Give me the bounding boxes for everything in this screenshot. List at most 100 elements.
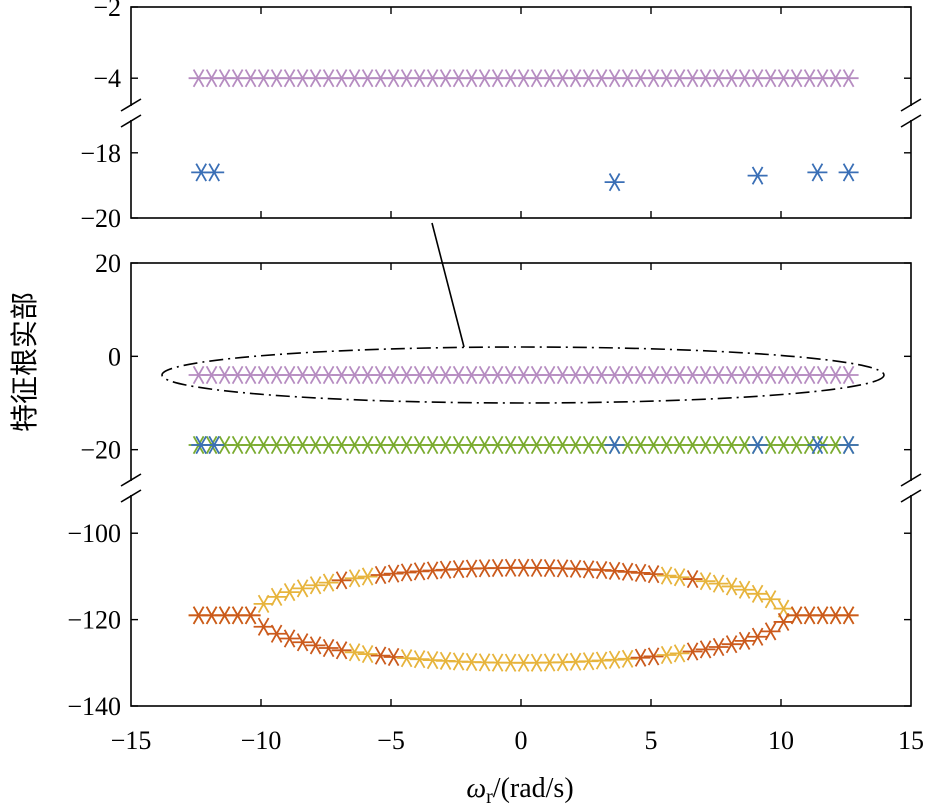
mode-upper-branch-point xyxy=(669,568,690,587)
y-tick-label: 0 xyxy=(108,342,121,371)
mode-lower-branch-point xyxy=(240,606,261,625)
mode-upper-branch-point xyxy=(617,562,638,581)
mode-lower-branch-point xyxy=(331,641,352,660)
axis-break-mark xyxy=(120,489,142,503)
mode-upper-branch-point xyxy=(292,579,313,598)
break-gap-2-left xyxy=(121,481,141,495)
y-tick-label: −18 xyxy=(80,139,121,168)
mode-lower-branch-point xyxy=(292,633,313,652)
x-axis-symbol: ω xyxy=(466,773,486,804)
x-tick-label: 0 xyxy=(515,726,528,755)
mode-blue-point xyxy=(807,435,828,455)
y-axis-label: 特征根实部 xyxy=(9,292,41,432)
break-gap-1-right xyxy=(901,106,921,120)
mode-upper-branch-point xyxy=(357,567,378,586)
mode-upper-branch-point xyxy=(253,594,274,613)
mode-lower-branch-point xyxy=(344,643,365,662)
mode-upper-branch-point xyxy=(305,576,326,595)
break-gap-1-left xyxy=(121,106,141,120)
axis-break-mark xyxy=(900,489,922,503)
axis-break-mark xyxy=(900,473,922,487)
x-tick-label: 10 xyxy=(768,726,794,755)
mode-blue-point xyxy=(747,435,768,455)
mode-lower-branch-point xyxy=(604,650,625,669)
mode-lower-branch-point xyxy=(682,642,703,661)
mode-blue-point xyxy=(204,435,225,455)
highlight-ellipse xyxy=(161,346,885,404)
x-tick-label: 15 xyxy=(898,726,924,755)
mode-upper-branch-point xyxy=(279,582,300,602)
y-tick-label: −20 xyxy=(80,436,121,465)
mode-upper-branch-point xyxy=(695,572,716,591)
mode-upper-branch-point xyxy=(396,563,417,582)
mode-lower-branch-point xyxy=(617,649,638,668)
mode-lower-branch-point xyxy=(721,635,742,654)
mode-upper-branch-point xyxy=(656,566,677,585)
panel-frame-2 xyxy=(130,262,912,707)
axis-break-mark xyxy=(120,473,142,487)
mode-upper-branch-point xyxy=(370,565,391,585)
mode-upper-branch-point xyxy=(383,564,404,583)
axis-break-mark xyxy=(900,98,922,112)
x-tick-label: 5 xyxy=(645,726,658,755)
y-tick-label: −140 xyxy=(67,692,121,721)
mode-lower-branch-point xyxy=(370,646,391,665)
x-tick-label: −15 xyxy=(111,726,152,755)
mode-lower-branch-point xyxy=(760,622,781,641)
mode-upper-branch-point xyxy=(708,574,729,593)
mode-lower-branch-point xyxy=(279,629,300,648)
mode-upper-branch-point xyxy=(721,577,742,596)
mode-upper-branch-point xyxy=(331,571,352,590)
mode-upper-branch-point xyxy=(760,590,781,609)
mode-lower-branch-point xyxy=(734,631,755,650)
mode-lower-branch-point xyxy=(630,648,651,667)
y-tick-label: −120 xyxy=(67,606,121,635)
axis-ticks: −15 −10 −5 0 5 10 15 −2 −4 −18 −20 20 0 −20 −100 −120 −1… xyxy=(67,0,924,755)
mode-lower-branch-point xyxy=(357,644,378,664)
data-marks xyxy=(188,69,859,672)
x-axis-label: ωr/(rad/s) xyxy=(466,773,573,808)
mode-upper-branch-point xyxy=(734,580,755,599)
x-tick-label: −5 xyxy=(377,726,405,755)
axis-break-mark xyxy=(120,114,142,128)
mode-upper-branch-point xyxy=(318,573,339,592)
mode-lower-branch-point xyxy=(643,647,664,666)
y-tick-label: −100 xyxy=(67,519,121,548)
y-tick-label: −2 xyxy=(93,0,121,22)
mode-lower-branch-point xyxy=(318,638,339,658)
mode-lower-branch-point xyxy=(253,617,274,636)
y-tick-label: −4 xyxy=(93,64,121,93)
mode-lower-branch-point xyxy=(708,637,729,657)
mode-upper-branch-point xyxy=(630,563,651,583)
mode-blue-point xyxy=(807,163,828,182)
axis-break-mark xyxy=(900,114,922,128)
y-tick-label: 20 xyxy=(95,249,121,278)
x-tick-label: −10 xyxy=(241,726,282,755)
annotation-layer xyxy=(161,222,885,404)
mode-purple-point xyxy=(838,69,859,88)
x-axis-subscript: r xyxy=(486,786,493,808)
mode-lower-branch-point xyxy=(695,640,716,659)
mode-blue-point xyxy=(604,435,625,455)
break-gap-2-right xyxy=(901,481,921,495)
mode-lower-branch-point xyxy=(838,606,859,625)
mode-lower-branch-point xyxy=(396,649,417,668)
y-tick-label: −20 xyxy=(80,204,121,233)
mode-upper-branch-point xyxy=(604,561,625,580)
mode-blue-point xyxy=(838,163,859,182)
mode-lower-branch-point xyxy=(266,624,287,643)
leader-line xyxy=(431,222,465,348)
mode-upper-branch-point xyxy=(643,565,664,584)
mode-lower-branch-point xyxy=(669,644,690,663)
axis-break-mark xyxy=(120,98,142,112)
mode-lower-branch-point xyxy=(305,636,326,655)
mode-purple-point xyxy=(838,365,859,385)
mode-lower-branch-point xyxy=(383,647,404,667)
mode-blue-point xyxy=(204,163,225,182)
mode-blue-point xyxy=(747,166,768,185)
mode-lower-branch-point xyxy=(656,645,677,665)
mode-upper-branch-point xyxy=(682,569,703,589)
x-axis-unit: /(rad/s) xyxy=(493,773,574,804)
mode-upper-branch-point xyxy=(266,587,287,606)
